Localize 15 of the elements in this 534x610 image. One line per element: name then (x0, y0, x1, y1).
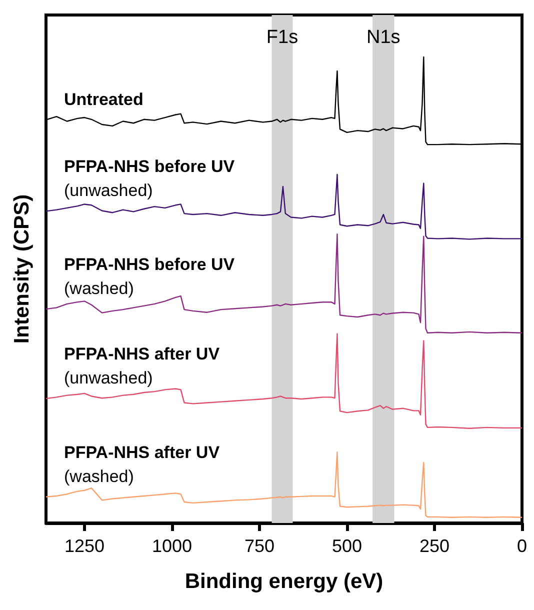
x-tick-label: 250 (419, 536, 450, 556)
y-axis-title: Intensity (CPS) (10, 194, 34, 344)
band-label: F1s (266, 27, 298, 48)
band-label: N1s (366, 27, 400, 48)
x-tick-label: 1250 (64, 536, 105, 556)
x-tick-label: 1000 (152, 536, 192, 556)
series-label: PFPA-NHS after UV (washed) (64, 442, 220, 486)
series-label: Untreated (64, 90, 144, 109)
series-label: PFPA-NHS before UV (unwashed) (64, 157, 236, 200)
x-tick-label: 750 (244, 536, 275, 556)
series-label: PFPA-NHS before UV (washed) (64, 255, 236, 298)
x-tick-label: 0 (516, 536, 528, 556)
series-label: PFPA-NHS after UV (unwashed) (64, 344, 220, 388)
x-axis-title: Binding energy (eV) (184, 570, 384, 593)
x-tick-label: 500 (332, 536, 362, 556)
